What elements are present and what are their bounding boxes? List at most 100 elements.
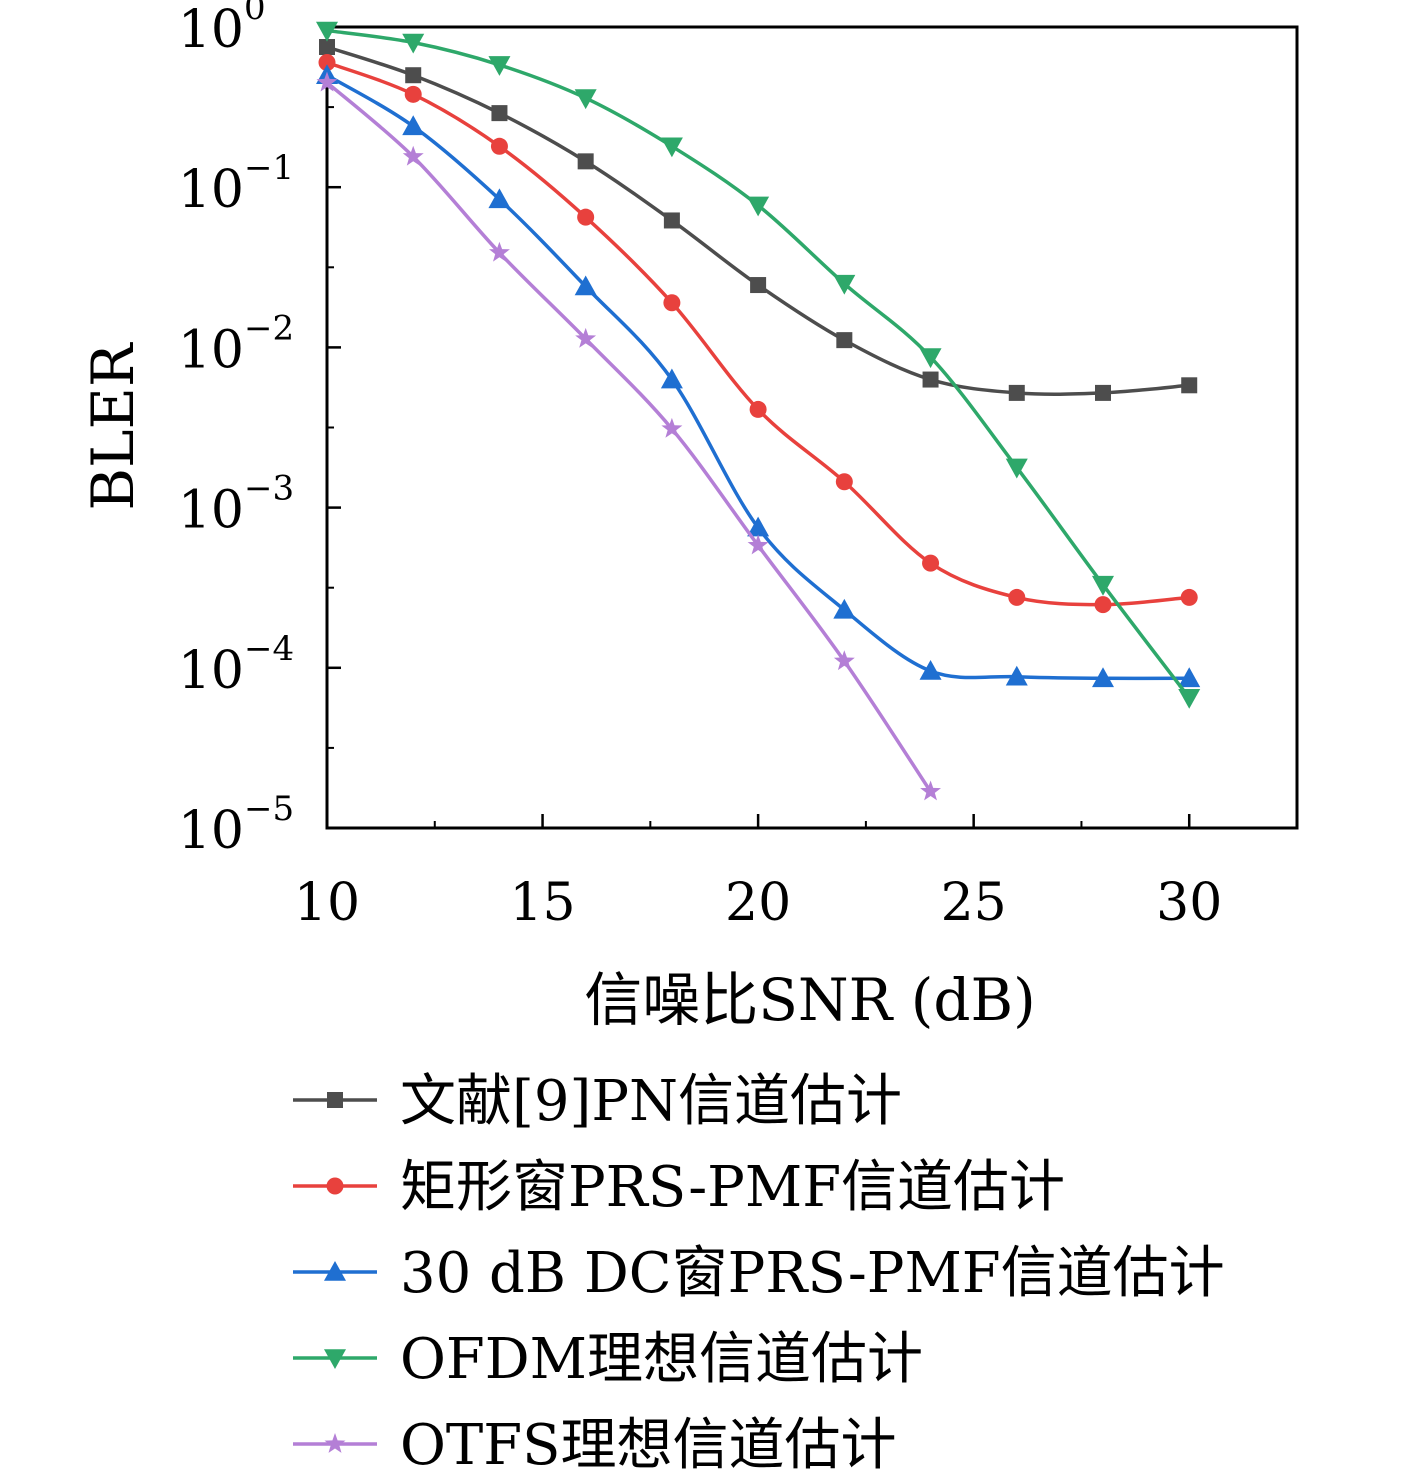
- data-point: [747, 196, 770, 217]
- data-point: [316, 71, 338, 92]
- data-point: [660, 137, 683, 158]
- data-point: [490, 137, 508, 155]
- data-point: [749, 400, 767, 418]
- series-4: [316, 21, 1201, 709]
- data-point: [835, 473, 853, 491]
- y-tick-exponent: −4: [244, 629, 294, 669]
- data-point: [1178, 688, 1201, 709]
- data-point: [316, 21, 338, 42]
- legend-swatch-marker: [324, 1349, 346, 1369]
- legend-item: OFDM理想信道估计: [293, 1327, 923, 1392]
- legend-label: 文献[9]PN信道估计: [400, 1069, 902, 1134]
- data-point: [1005, 458, 1028, 479]
- legend-item: 文献[9]PN信道估计: [293, 1069, 902, 1134]
- series-2: [318, 54, 1198, 614]
- y-tick-exponent: 0: [244, 0, 266, 28]
- data-point: [660, 368, 683, 389]
- data-point: [1008, 384, 1025, 401]
- y-tick-label: 10: [178, 481, 244, 541]
- data-point: [575, 327, 597, 348]
- data-point: [922, 371, 939, 388]
- x-tick-label: 10: [294, 873, 360, 933]
- data-point: [833, 650, 855, 671]
- x-tick-label: 15: [509, 873, 575, 933]
- data-point: [574, 89, 597, 110]
- data-point: [1008, 588, 1026, 606]
- legend-item: OTFS理想信道估计: [293, 1413, 896, 1476]
- data-point: [1005, 665, 1028, 686]
- data-point: [1178, 667, 1201, 688]
- data-point: [750, 277, 767, 294]
- data-point: [919, 348, 942, 369]
- data-point: [920, 780, 941, 801]
- data-point: [836, 332, 853, 349]
- legend-item: 矩形窗PRS-PMF信道估计: [293, 1155, 1065, 1220]
- data-point: [1095, 384, 1111, 401]
- data-point: [574, 275, 597, 296]
- data-point: [747, 516, 770, 537]
- data-point: [402, 115, 425, 136]
- y-tick-label: 10: [178, 641, 244, 701]
- legend-label: 30 dB DC窗PRS-PMF信道估计: [400, 1241, 1225, 1306]
- series-line: [326, 45, 1190, 396]
- y-tick-exponent: −2: [244, 308, 294, 348]
- data-point: [404, 85, 422, 103]
- data-point: [402, 33, 425, 54]
- series-line: [326, 60, 1190, 607]
- data-point: [922, 554, 940, 572]
- data-point: [833, 598, 856, 619]
- y-tick-exponent: −3: [244, 469, 294, 509]
- series-line: [326, 73, 1190, 681]
- legend-label: OFDM理想信道估计: [400, 1327, 923, 1392]
- data-point: [1092, 575, 1114, 596]
- data-point: [1094, 596, 1112, 614]
- y-tick-exponent: −5: [244, 789, 294, 829]
- data-point: [833, 274, 856, 295]
- data-point: [1181, 377, 1198, 394]
- x-tick-label: 30: [1156, 873, 1222, 933]
- y-axis-label: BLER: [79, 341, 147, 510]
- legend-label: 矩形窗PRS-PMF信道估计: [400, 1155, 1065, 1220]
- legend-swatch-marker: [324, 1433, 346, 1453]
- y-tick-exponent: −1: [244, 148, 294, 188]
- data-point: [919, 660, 942, 680]
- data-point: [663, 294, 681, 312]
- data-point: [577, 153, 594, 170]
- series-line: [325, 81, 933, 793]
- y-tick-label: 10: [178, 801, 244, 861]
- y-tick-label: 10: [178, 320, 244, 380]
- series-layer: [316, 21, 1201, 801]
- data-point: [1180, 588, 1198, 606]
- data-point: [663, 212, 680, 229]
- y-tick-label: 10: [178, 0, 244, 60]
- data-point: [488, 56, 511, 76]
- x-tick-label: 20: [725, 873, 791, 933]
- data-point: [402, 145, 424, 166]
- data-point: [319, 39, 335, 56]
- data-point: [405, 67, 422, 84]
- legend-item: 30 dB DC窗PRS-PMF信道估计: [293, 1241, 1225, 1306]
- legend-swatch-marker: [327, 1092, 343, 1108]
- series-5: [316, 71, 941, 801]
- series-1: [319, 39, 1198, 401]
- data-point: [661, 417, 683, 438]
- data-point: [1092, 667, 1114, 688]
- legend-swatch-marker: [326, 1177, 344, 1195]
- data-point: [489, 241, 510, 262]
- series-3: [316, 64, 1201, 688]
- data-point: [577, 208, 595, 226]
- x-axis-label: 信噪比SNR (dB): [584, 966, 1036, 1034]
- data-point: [318, 54, 336, 72]
- legend-label: OTFS理想信道估计: [400, 1413, 896, 1476]
- data-point: [491, 105, 508, 122]
- data-point: [747, 534, 769, 555]
- plot-frame: [325, 25, 1299, 830]
- x-tick-label: 25: [941, 873, 1007, 933]
- y-tick-label: 10: [178, 160, 244, 220]
- data-point: [488, 188, 511, 209]
- series-line: [326, 28, 1191, 699]
- legend-swatch-marker: [324, 1261, 346, 1281]
